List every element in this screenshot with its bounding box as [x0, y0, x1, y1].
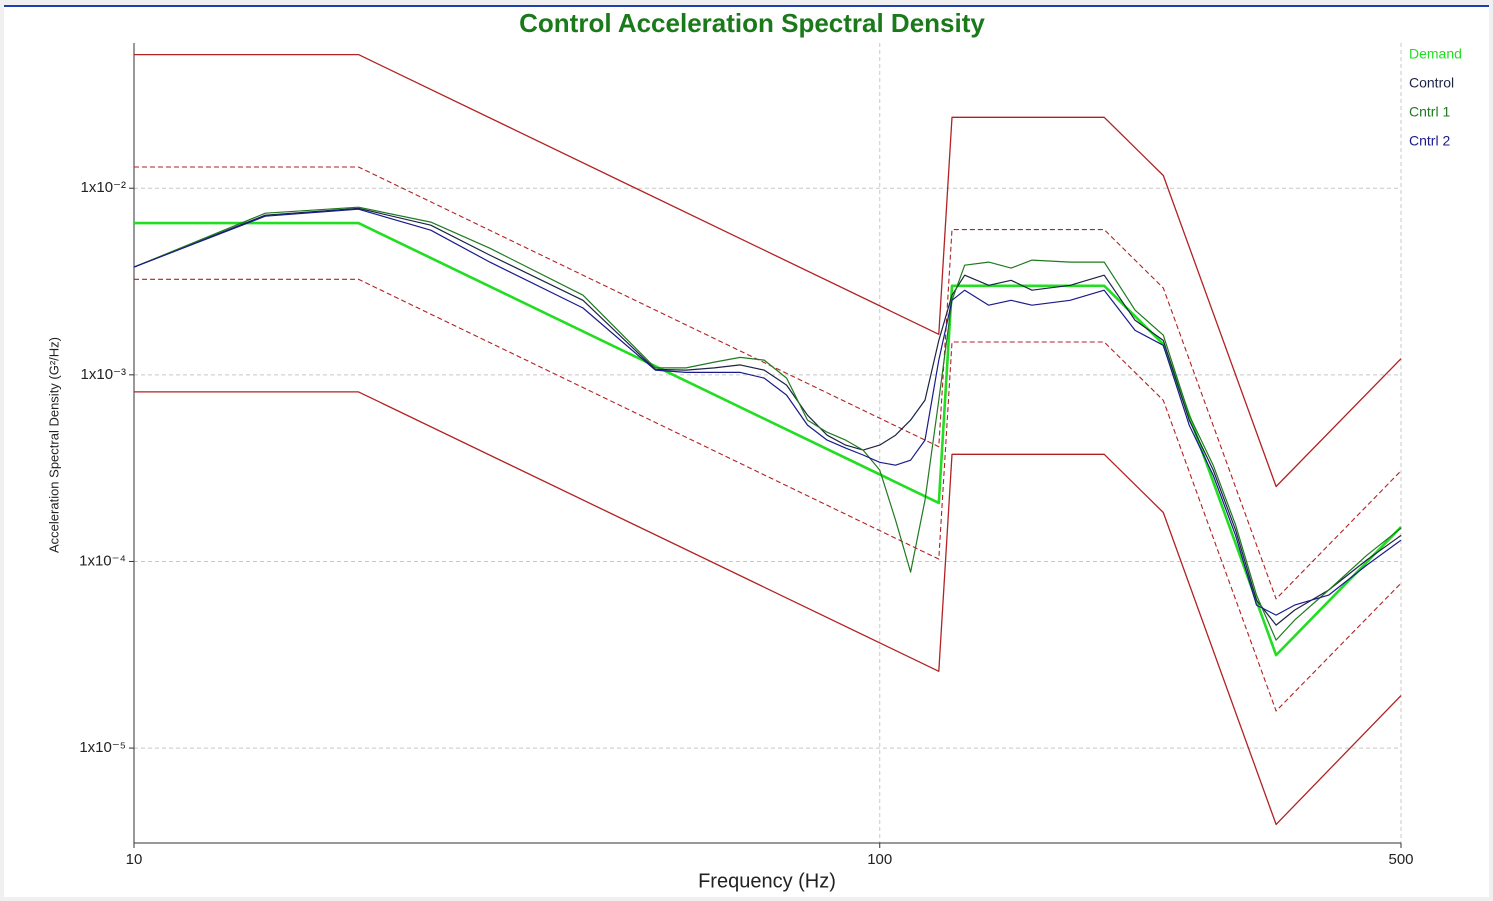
- y-tick-label: 1x10⁻²: [81, 179, 126, 196]
- limit-line: [134, 391, 1402, 826]
- legend-entry: Cntrl 1: [1409, 104, 1450, 120]
- x-tick-label: 100: [867, 851, 892, 868]
- data-line: [133, 208, 1402, 616]
- limit-line: [134, 166, 1402, 600]
- y-tick-label: 1x10⁻⁴: [79, 552, 126, 569]
- y-tick-label: 1x10⁻⁵: [79, 739, 126, 756]
- x-tick-label: 500: [1388, 851, 1413, 868]
- chart-title: Control Acceleration Spectral Density: [519, 8, 985, 38]
- y-tick-label: 1x10⁻³: [81, 366, 126, 383]
- y-axis-label: Acceleration Spectral Density (G²/Hz): [46, 337, 61, 553]
- limit-line: [134, 53, 1402, 488]
- panel: [4, 6, 1489, 897]
- data-line: [134, 221, 1402, 657]
- legend-entry: Cntrl 2: [1409, 133, 1450, 149]
- data-line: [133, 207, 1402, 626]
- x-axis-label: Frequency (Hz): [698, 870, 836, 892]
- data-line: [133, 206, 1402, 641]
- limit-line: [134, 278, 1402, 712]
- legend-entry: Control: [1409, 75, 1454, 91]
- legend-entry: Demand: [1409, 46, 1462, 62]
- x-tick-label: 10: [126, 851, 143, 868]
